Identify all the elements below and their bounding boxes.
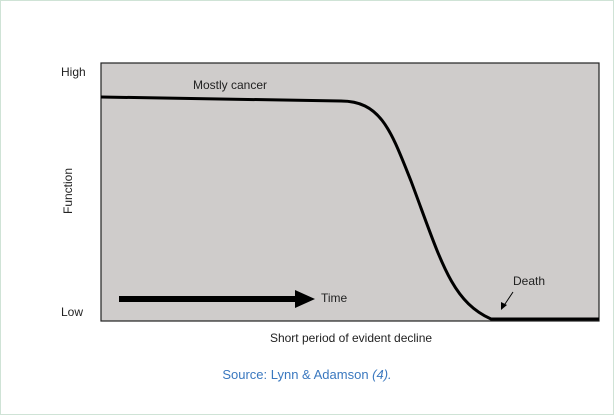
curve-label: Mostly cancer — [193, 78, 267, 92]
y-low-label: Low — [61, 305, 83, 319]
source-line: Source: Lynn & Adamson (4). — [1, 367, 613, 382]
trajectory-curve — [100, 95, 599, 321]
source-ref: (4). — [372, 367, 392, 382]
plot-area — [100, 62, 600, 322]
death-label: Death — [513, 274, 545, 288]
y-axis-label: Function — [61, 168, 75, 214]
death-pointer-head — [501, 302, 507, 310]
y-high-label: High — [61, 65, 86, 79]
caption: Short period of evident decline — [270, 331, 432, 345]
source-text: Source: Lynn & Adamson — [222, 367, 369, 382]
time-label: Time — [321, 291, 348, 305]
time-arrow-head — [295, 290, 315, 308]
